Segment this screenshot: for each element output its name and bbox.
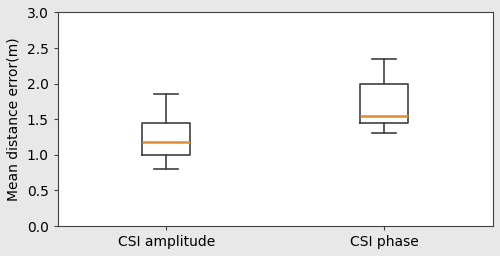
- Y-axis label: Mean distance error(m): Mean distance error(m): [7, 37, 21, 201]
